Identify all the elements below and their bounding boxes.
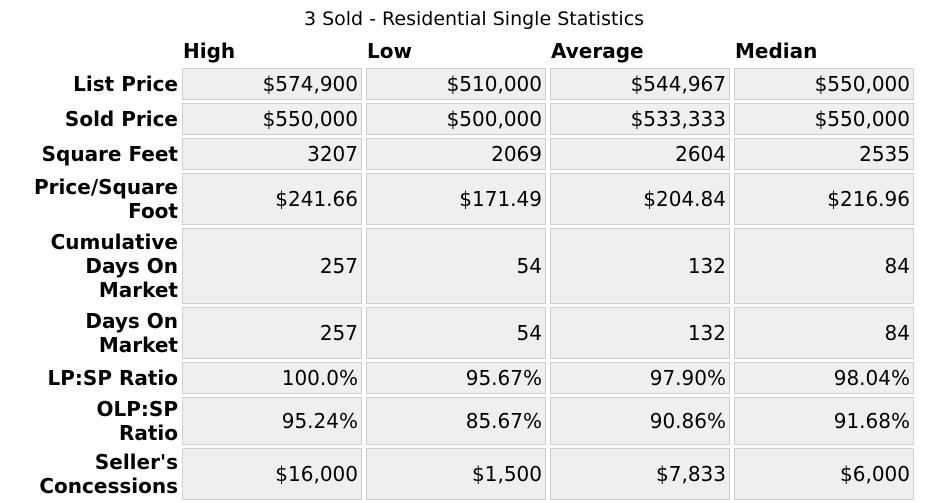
column-header-median: Median (735, 39, 818, 63)
row-label: Seller's Concessions (39, 450, 178, 498)
table-row: Square Feet 3207 2069 2604 2535 (32, 138, 914, 170)
value-cell: 54 (366, 307, 546, 359)
statistics-table: High Low Average Median List Price $574,… (28, 34, 918, 503)
value-cell: $533,333 (550, 103, 730, 135)
value-cell: 85.67% (366, 397, 546, 445)
value-cell: $544,967 (550, 68, 730, 100)
row-label: OLP:SP Ratio (96, 397, 178, 445)
value-cell: 2535 (734, 138, 914, 170)
row-label: LP:SP Ratio (47, 366, 178, 390)
table-row: Sold Price $550,000 $500,000 $533,333 $5… (32, 103, 914, 135)
value-cell: 257 (182, 228, 362, 304)
value-cell: 95.24% (182, 397, 362, 445)
value-cell: 2069 (366, 138, 546, 170)
value-cell: $500,000 (366, 103, 546, 135)
value-cell: $7,833 (550, 448, 730, 500)
table-row: Seller's Concessions $16,000 $1,500 $7,8… (32, 448, 914, 500)
header-row: High Low Average Median (32, 37, 914, 65)
value-cell: 97.90% (550, 362, 730, 394)
value-cell: $550,000 (734, 103, 914, 135)
table-row: Price/Square Foot $241.66 $171.49 $204.8… (32, 173, 914, 225)
row-label: Cumulative Days On Market (50, 230, 178, 302)
value-cell: $510,000 (366, 68, 546, 100)
value-cell: 84 (734, 307, 914, 359)
value-cell: 2604 (550, 138, 730, 170)
value-cell: $550,000 (182, 103, 362, 135)
value-cell: 132 (550, 228, 730, 304)
value-cell: $216.96 (734, 173, 914, 225)
value-cell: 84 (734, 228, 914, 304)
row-label: Days On Market (85, 309, 178, 357)
value-cell: $6,000 (734, 448, 914, 500)
value-cell: 54 (366, 228, 546, 304)
column-header-average: Average (551, 39, 644, 63)
value-cell: 95.67% (366, 362, 546, 394)
table-row: Cumulative Days On Market 257 54 132 84 (32, 228, 914, 304)
corner-cell (32, 37, 178, 65)
value-cell: 90.86% (550, 397, 730, 445)
value-cell: 257 (182, 307, 362, 359)
value-cell: 3207 (182, 138, 362, 170)
table-row: List Price $574,900 $510,000 $544,967 $5… (32, 68, 914, 100)
value-cell: $1,500 (366, 448, 546, 500)
row-label: Price/Square Foot (34, 175, 178, 223)
value-cell: 132 (550, 307, 730, 359)
table-title: 3 Sold - Residential Single Statistics (303, 8, 645, 30)
table-row: Days On Market 257 54 132 84 (32, 307, 914, 359)
table-row: LP:SP Ratio 100.0% 95.67% 97.90% 98.04% (32, 362, 914, 394)
value-cell: 98.04% (734, 362, 914, 394)
value-cell: $550,000 (734, 68, 914, 100)
row-label: Sold Price (64, 107, 178, 131)
value-cell: $171.49 (366, 173, 546, 225)
value-cell: 100.0% (182, 362, 362, 394)
column-header-low: Low (367, 39, 412, 63)
table-row: OLP:SP Ratio 95.24% 85.67% 90.86% 91.68% (32, 397, 914, 445)
value-cell: $241.66 (182, 173, 362, 225)
value-cell: $204.84 (550, 173, 730, 225)
value-cell: $574,900 (182, 68, 362, 100)
value-cell: 91.68% (734, 397, 914, 445)
column-header-high: High (183, 39, 236, 63)
row-label: List Price (73, 72, 178, 96)
row-label: Square Feet (41, 142, 178, 166)
value-cell: $16,000 (182, 448, 362, 500)
